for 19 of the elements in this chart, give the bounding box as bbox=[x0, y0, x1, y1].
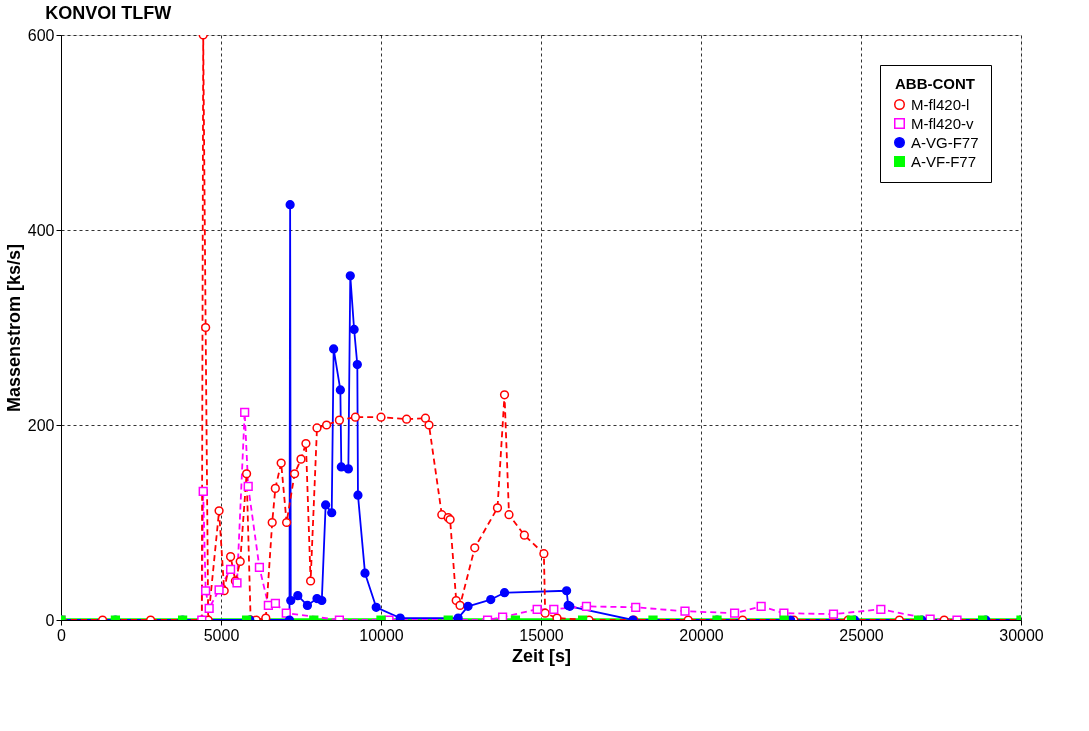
x-tick-label: 20000 bbox=[679, 626, 724, 644]
x-tick-label: 0 bbox=[57, 626, 67, 644]
legend-title: ABB-CONT bbox=[895, 75, 975, 92]
legend-label: M-fl420-v bbox=[911, 114, 975, 132]
x-axis-title: Zeit [s] bbox=[511, 645, 572, 666]
chart-title: KONVOI TLFW bbox=[45, 3, 172, 23]
x-tick-label: 5000 bbox=[203, 626, 240, 644]
x-tick-label: 15000 bbox=[519, 626, 564, 644]
y-tick-label: 200 bbox=[27, 416, 55, 434]
x-tick-label: 10000 bbox=[359, 626, 404, 644]
y-tick-label: 600 bbox=[27, 26, 55, 44]
y-axis-title: Massenstrom [ks/s] bbox=[3, 243, 24, 413]
y-tick-label: 400 bbox=[27, 221, 55, 239]
legend-label: A-VF-F77 bbox=[911, 152, 977, 170]
y-tick-label: 0 bbox=[45, 611, 55, 629]
legend-label: A-VG-F77 bbox=[911, 133, 979, 151]
x-tick-label: 25000 bbox=[839, 626, 884, 644]
x-tick-label: 30000 bbox=[999, 626, 1044, 644]
legend-label: M-fl420-l bbox=[911, 95, 970, 113]
